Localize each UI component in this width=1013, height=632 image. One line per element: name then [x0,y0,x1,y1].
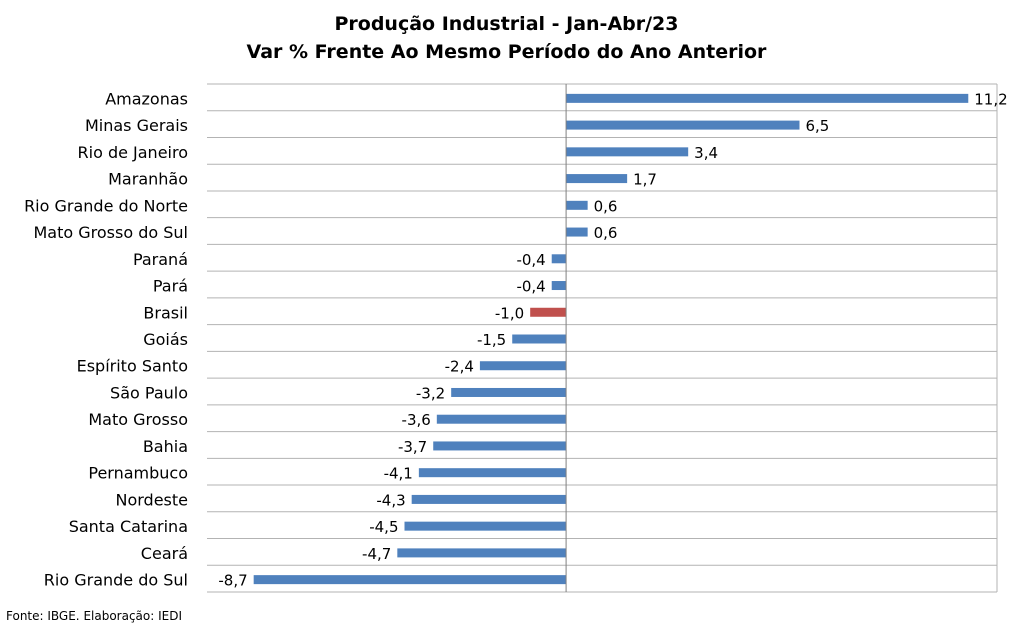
chart-title: Produção Industrial - Jan-Abr/23 Var % F… [0,10,1013,66]
data-label: -3,7 [398,438,427,456]
data-label: -0,4 [516,251,545,269]
category-label: Amazonas [105,89,188,108]
data-label: -4,3 [376,491,405,509]
category-label: Pernambuco [88,464,188,483]
gridlines [207,83,998,593]
bar-13 [433,441,567,451]
bar-5 [566,227,588,237]
category-label: Mato Grosso do Sul [34,223,189,242]
category-label: Pará [153,277,188,296]
bar-9 [512,334,567,344]
bar-18 [253,575,567,585]
category-label: Maranhão [108,170,188,189]
data-label: -8,7 [218,572,247,590]
bar-8 [530,307,567,317]
data-label: 0,6 [594,197,618,215]
data-label: -0,4 [516,278,545,296]
category-label: Espírito Santo [77,357,188,376]
data-label: 6,5 [806,117,830,135]
bar-10 [479,361,567,371]
category-label: Ceará [141,544,188,563]
chart-title-line1: Produção Industrial - Jan-Abr/23 [334,13,679,35]
bar-1 [566,120,800,130]
bar-16 [404,521,567,531]
category-label: Nordeste [115,490,188,509]
data-label: -3,6 [402,411,431,429]
category-labels: Amazonas Minas Gerais Rio de Janeiro Maranh… [24,89,188,589]
data-label: -4,1 [384,465,413,483]
bar-2 [566,147,689,157]
data-label: -1,5 [477,331,506,349]
data-label: -4,7 [362,545,391,563]
data-label: -1,0 [495,304,524,322]
bar-11 [451,387,567,397]
bars [253,93,969,585]
bar-12 [436,414,567,424]
category-label: Santa Catarina [69,517,188,536]
bar-3 [566,174,628,184]
data-label: -4,5 [369,518,398,536]
data-labels: 11,26,53,41,70,60,6-0,4-0,4-1,0-1,5-2,4-… [218,90,1007,589]
bar-4 [566,200,588,210]
source-note: Fonte: IBGE. Elaboração: IEDI [6,609,183,623]
category-label: Rio de Janeiro [78,143,189,162]
bar-6 [551,254,567,264]
chart-title-line2: Var % Frente Ao Mesmo Período do Ano Ant… [246,41,767,63]
category-label: Rio Grande do Sul [44,571,188,590]
category-label: Mato Grosso [88,410,188,429]
bar-15 [411,494,567,504]
data-label: 0,6 [594,224,618,242]
data-label: 3,4 [694,144,718,162]
data-label: -3,2 [416,384,445,402]
bar-17 [397,548,567,558]
category-label: Bahia [143,437,188,456]
bar-0 [566,93,969,103]
bar-14 [418,468,567,478]
category-label: São Paulo [110,383,188,402]
data-label: -2,4 [445,358,474,376]
category-label: Rio Grande do Norte [24,196,188,215]
data-label: 11,2 [974,90,1007,108]
category-label: Goiás [143,330,188,349]
category-label: Minas Gerais [85,116,188,135]
category-label: Brasil [143,303,188,322]
category-label: Paraná [133,250,188,269]
bar-7 [551,281,567,291]
data-label: 1,7 [633,171,657,189]
